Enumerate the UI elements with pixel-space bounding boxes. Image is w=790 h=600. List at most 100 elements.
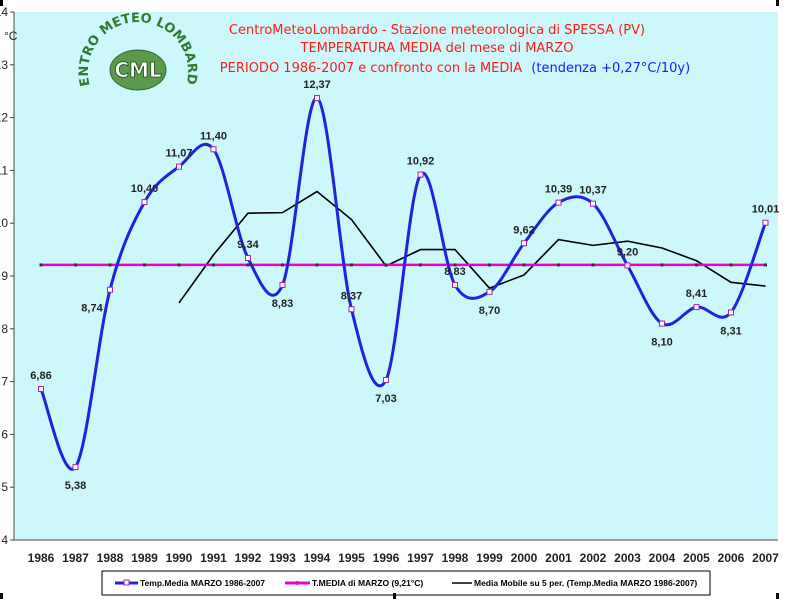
mean-point <box>729 263 733 267</box>
y-tick-label: 12 <box>0 111 8 125</box>
mean-point <box>384 263 388 267</box>
series-layer <box>38 95 769 471</box>
title-line-2: TEMPERATURA MEDIA del mese di MARZO <box>300 41 574 56</box>
legend-box <box>101 570 711 596</box>
mean-point <box>591 263 595 267</box>
mean-point <box>695 263 698 267</box>
legend-label-moving-avg: Media Mobile su 5 per. (Temp.Media MARZO… <box>474 578 697 588</box>
temperature-data-label: 10,37 <box>579 185 607 197</box>
temperature-point <box>314 95 320 102</box>
frame-mark-bottom-left <box>0 593 3 599</box>
x-tick-label: 2000 <box>511 551 538 565</box>
temperature-point <box>417 171 424 178</box>
title-line-1: CentroMeteoLombardo - Stazione meteorolo… <box>229 23 645 38</box>
temperature-point <box>728 309 734 316</box>
x-tick-label: 1994 <box>304 551 331 565</box>
mean-point <box>281 263 284 267</box>
y-tick-label: 7 <box>1 375 8 389</box>
y-tick-label: 4 <box>1 533 8 547</box>
temperature-point <box>590 200 596 207</box>
temperature-data-label: 8,37 <box>341 290 362 302</box>
legend-item-temp: Temp.Media MARZO 1986-2007 <box>115 578 265 588</box>
mean-point <box>143 263 146 267</box>
title-trend: (tendenza +0,27°C/10y) <box>531 61 690 76</box>
x-tick-label: 2007 <box>752 551 779 565</box>
mean-point <box>177 263 181 267</box>
x-axis-ticks: 1986 1987 1988 1989 1990 1991 1992 1993 1994 1995… <box>28 551 780 565</box>
legend-item-mean: T.MEDIA di MARZO (9,21°C) <box>285 578 423 588</box>
temperature-point <box>107 286 113 293</box>
temperature-point <box>555 199 562 206</box>
mean-point <box>419 263 422 267</box>
frame-mark-top-left <box>0 0 3 6</box>
mean-point <box>74 263 77 267</box>
mean-point <box>453 263 457 267</box>
x-tick-label: 1986 <box>28 551 55 565</box>
x-tick-label: 2003 <box>614 551 641 565</box>
y-tick-label: 14 <box>0 5 8 19</box>
temperature-data-label: 8,83 <box>272 298 293 310</box>
temperature-data-label: 9,62 <box>513 224 534 236</box>
x-tick-label: 2001 <box>545 551 572 565</box>
x-tick-label: 1989 <box>131 551 158 565</box>
mean-point <box>246 263 250 267</box>
mean-point <box>660 263 664 267</box>
temperature-data-label: 8,70 <box>479 305 500 317</box>
y-tick-label: 9 <box>1 269 8 283</box>
mean-point <box>39 263 43 267</box>
temperature-data-label: 9,20 <box>617 246 638 258</box>
x-tick-label: 2002 <box>580 551 607 565</box>
legend-marker-temp <box>123 579 130 586</box>
temperature-point <box>72 464 79 471</box>
temperature-data-label: 9,34 <box>237 239 259 251</box>
temperature-point <box>210 146 217 153</box>
y-tick-label: 5 <box>1 480 8 494</box>
y-tick-label: 8 <box>1 322 8 336</box>
mean-point <box>350 263 353 267</box>
data-labels: 6,86 5,38 8,74 10,40 11,07 11,40 9,34 8,83 12,37… <box>30 79 779 492</box>
temperature-data-label: 8,74 <box>81 303 103 315</box>
x-tick-label: 1995 <box>338 551 365 565</box>
temperature-data-label: 7,03 <box>375 393 396 405</box>
temperature-data-label: 6,86 <box>30 370 51 382</box>
temperature-point <box>279 281 286 288</box>
temperature-data-label: 10,01 <box>752 204 780 216</box>
temperature-data-label: 12,37 <box>303 79 331 91</box>
temperature-data-label: 8,31 <box>720 325 741 337</box>
temperature-point <box>38 385 44 392</box>
temperature-point <box>452 281 458 288</box>
y-tick-label: 13 <box>0 58 8 72</box>
title-period: PERIODO 1986-2007 e confronto con la MED… <box>220 61 522 76</box>
y-tick-label: 6 <box>1 427 8 441</box>
frame-mark-top-right <box>776 0 779 6</box>
y-tick-label: 11 <box>0 163 8 177</box>
logo-center-text: CML <box>114 58 162 82</box>
x-tick-label: 2004 <box>649 551 676 565</box>
temperature-point <box>141 199 148 206</box>
x-tick-label: 2005 <box>683 551 710 565</box>
x-tick-label: 1990 <box>166 551 193 565</box>
temperature-point <box>659 320 665 327</box>
y-tick-label: 10 <box>0 216 8 230</box>
series-line-moving-average <box>178 190 766 304</box>
mean-point <box>108 263 112 267</box>
x-tick-label: 1992 <box>235 551 262 565</box>
chart-title: CentroMeteoLombardo - Stazione meteorolo… <box>220 23 690 76</box>
legend-marker-mean <box>295 581 299 585</box>
temperature-point <box>762 219 769 226</box>
frame-mark-bottom-mid <box>393 593 396 599</box>
temperature-point <box>486 288 493 295</box>
temperature-point <box>383 377 389 384</box>
temperature-data-label: 11,40 <box>200 130 227 142</box>
legend-label-mean: T.MEDIA di MARZO (9,21°C) <box>312 578 423 588</box>
temperature-data-label: 5,38 <box>65 480 86 492</box>
mean-point <box>764 263 767 267</box>
x-tick-label: 1991 <box>200 551 227 565</box>
legend-label-temp: Temp.Media MARZO 1986-2007 <box>140 578 265 588</box>
x-tick-label: 1988 <box>97 551 124 565</box>
legend-item-moving-avg: Media Mobile su 5 per. (Temp.Media MARZO… <box>452 578 697 588</box>
x-tick-label: 2006 <box>718 551 745 565</box>
x-tick-label: 1993 <box>269 551 296 565</box>
temperature-point <box>176 163 182 170</box>
